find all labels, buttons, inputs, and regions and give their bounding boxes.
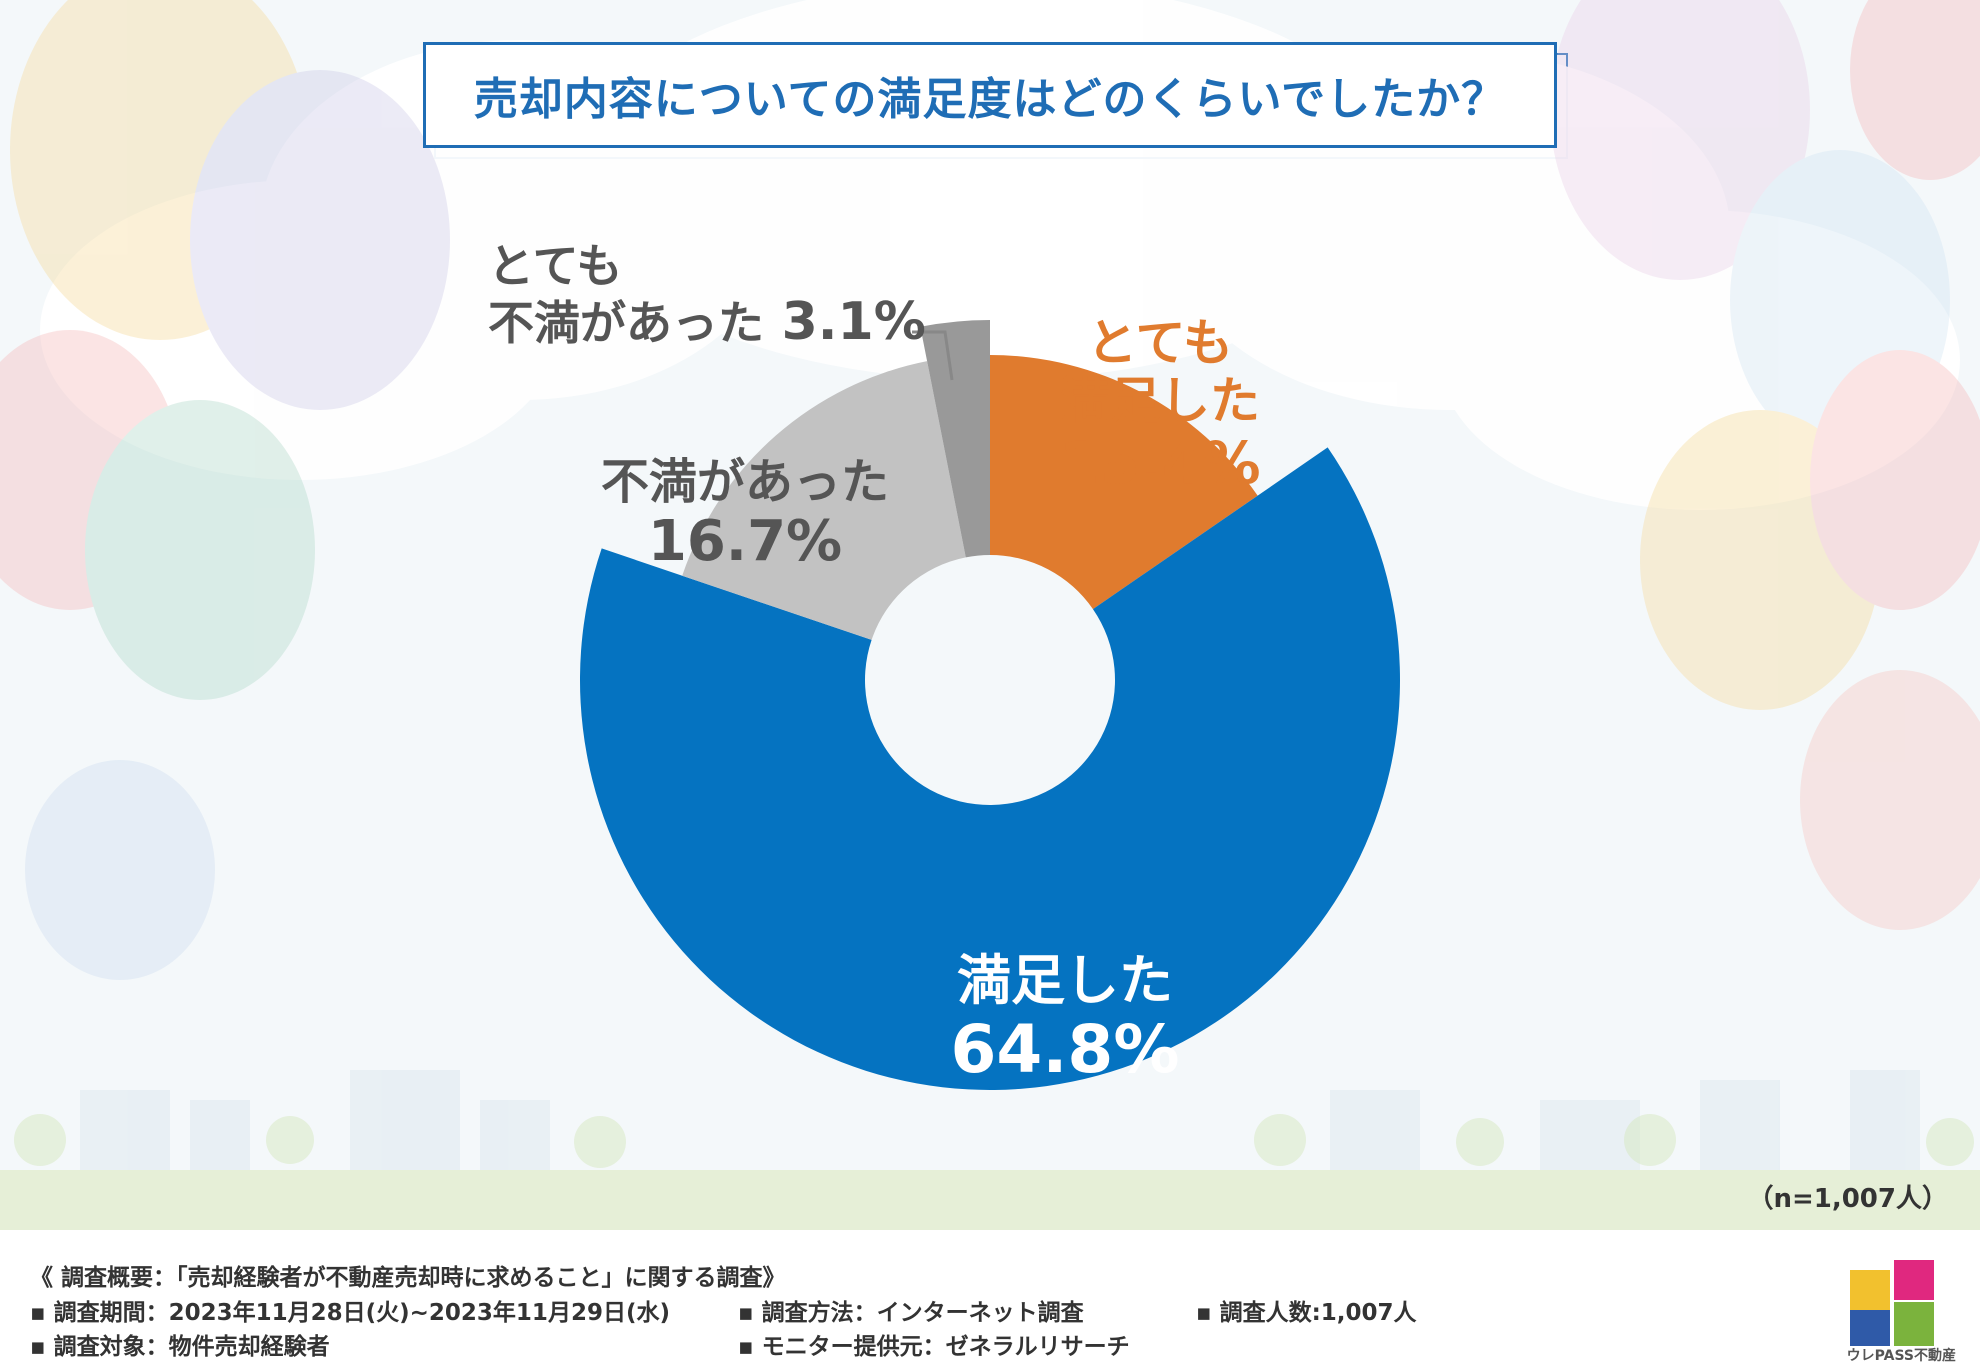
survey-summary: 《 調査概要：「売却経験者が不動産売却時に求めること」に関する調査》 xyxy=(30,1265,786,1291)
label-very-dissatisfied-value: 3.1% xyxy=(781,291,926,352)
label-very-satisfied-value: 15.4% xyxy=(1059,429,1261,497)
survey-method: ▪ 調査方法：インターネット調査 xyxy=(738,1300,1084,1326)
survey-period: ▪ 調査期間：2023年11月28日(火)~2023年11月29日(水) xyxy=(30,1300,670,1326)
label-dissatisfied-value: 16.7% xyxy=(647,509,843,575)
survey-provider: ▪ モニター提供元：ゼネラルリサーチ xyxy=(738,1334,1130,1360)
leader-line-very-dissatisfied xyxy=(912,330,954,381)
label-satisfied-line1: 満足した xyxy=(957,949,1173,1012)
label-dissatisfied: 不満があった 16.7% xyxy=(585,454,905,575)
label-very-dissatisfied-line1: とても xyxy=(488,239,623,293)
label-very-dissatisfied: とても 不満があった 3.1% xyxy=(488,240,928,353)
survey-count: ▪ 調査人数:1,007人 xyxy=(1196,1300,1417,1326)
survey-target: ▪ 調査対象：物件売却経験者 xyxy=(30,1334,330,1360)
label-satisfied: 満足した 64.8% xyxy=(900,949,1230,1089)
slice-dissatisfied xyxy=(682,361,966,640)
label-very-dissatisfied-line2: 不満があった xyxy=(488,295,764,350)
survey-footer: 《 調査概要：「売却経験者が不動産売却時に求めること」に関する調査》 ▪ 調査期… xyxy=(0,1230,1980,1371)
sample-size: （n=1,007人） xyxy=(1747,1184,1948,1214)
chart-title: 売却内容についての満足度はどのくらいでしたか？ xyxy=(473,74,1507,125)
brand-logo xyxy=(1850,1260,1934,1346)
logo-text: ウレPASS不動産 xyxy=(1846,1348,1956,1364)
label-very-dissatisfied-row2: 不満があった 3.1% xyxy=(488,291,928,353)
label-dissatisfied-line1: 不満があった xyxy=(600,454,889,510)
label-very-satisfied-line2: 満足した xyxy=(1060,371,1260,430)
slice-very-satisfied xyxy=(990,354,1258,610)
label-satisfied-value: 64.8% xyxy=(950,1011,1180,1089)
label-very-satisfied: とても 満足した 15.4% xyxy=(1040,314,1280,497)
slice-satisfied xyxy=(580,447,1400,1090)
label-very-satisfied-line1: とても xyxy=(1087,314,1233,372)
slice-very-dissatisfied xyxy=(920,320,990,558)
title-box: 売却内容についての満足度はどのくらいでしたか？ xyxy=(423,42,1568,159)
